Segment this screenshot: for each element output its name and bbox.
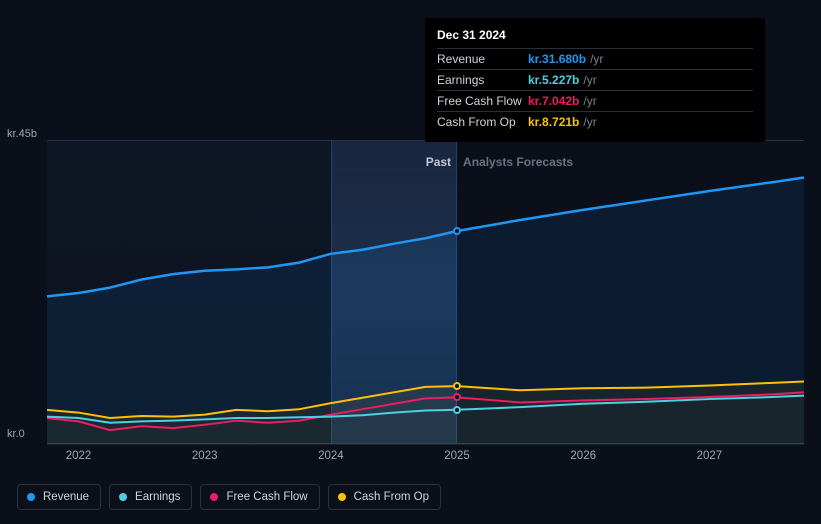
tooltip-row-label: Free Cash Flow [437,94,528,108]
legend-label: Free Cash Flow [226,491,307,503]
x-axis-tick: 2023 [192,450,218,462]
tooltip-row-unit: /yr [583,73,596,87]
x-axis-tick: 2025 [444,450,470,462]
legend-item-cash_from_op[interactable]: Cash From Op [328,484,441,510]
x-axis-tick: 2022 [66,450,92,462]
marker-earnings [453,406,461,414]
legend-label: Revenue [43,491,89,503]
plot-area[interactable]: PastAnalysts Forecasts [47,140,804,444]
x-axis-tick: 2024 [318,450,344,462]
tooltip-row-unit: /yr [583,94,596,108]
marker-revenue [453,227,461,235]
x-axis: 2022 2023 2024 2025 2026 2027 [47,450,804,470]
marker-free_cash_flow [453,393,461,401]
y-axis-label: kr.45b [7,128,37,140]
tooltip-row-value: kr.5.227b [528,73,579,87]
tooltip-row-label: Earnings [437,73,528,87]
tooltip-row-unit: /yr [590,52,603,66]
x-axis-tick: 2026 [570,450,596,462]
legend-swatch [119,493,127,501]
chart-svg [47,141,804,443]
legend-label: Cash From Op [354,491,429,503]
tooltip: Dec 31 2024 Revenuekr.31.680b/yrEarnings… [425,18,765,142]
tooltip-row-label: Cash From Op [437,115,528,129]
legend-swatch [27,493,35,501]
legend-swatch [338,493,346,501]
tooltip-row: Free Cash Flowkr.7.042b/yr [437,90,753,111]
legend-item-revenue[interactable]: Revenue [17,484,101,510]
tooltip-row: Earningskr.5.227b/yr [437,69,753,90]
marker-cash_from_op [453,382,461,390]
tooltip-row: Cash From Opkr.8.721b/yr [437,111,753,132]
legend-swatch [210,493,218,501]
legend-item-free_cash_flow[interactable]: Free Cash Flow [200,484,319,510]
tooltip-row-value: kr.31.680b [528,52,586,66]
tooltip-row: Revenuekr.31.680b/yr [437,48,753,69]
tooltip-row-label: Revenue [437,52,528,66]
tooltip-row-unit: /yr [583,115,596,129]
tooltip-row-value: kr.8.721b [528,115,579,129]
y-axis-label: kr.0 [7,428,25,440]
tooltip-row-value: kr.7.042b [528,94,579,108]
legend: Revenue Earnings Free Cash Flow Cash From O… [17,484,441,510]
x-axis-tick: 2027 [697,450,723,462]
legend-label: Earnings [135,491,180,503]
legend-item-earnings[interactable]: Earnings [109,484,192,510]
tooltip-title: Dec 31 2024 [437,28,753,48]
